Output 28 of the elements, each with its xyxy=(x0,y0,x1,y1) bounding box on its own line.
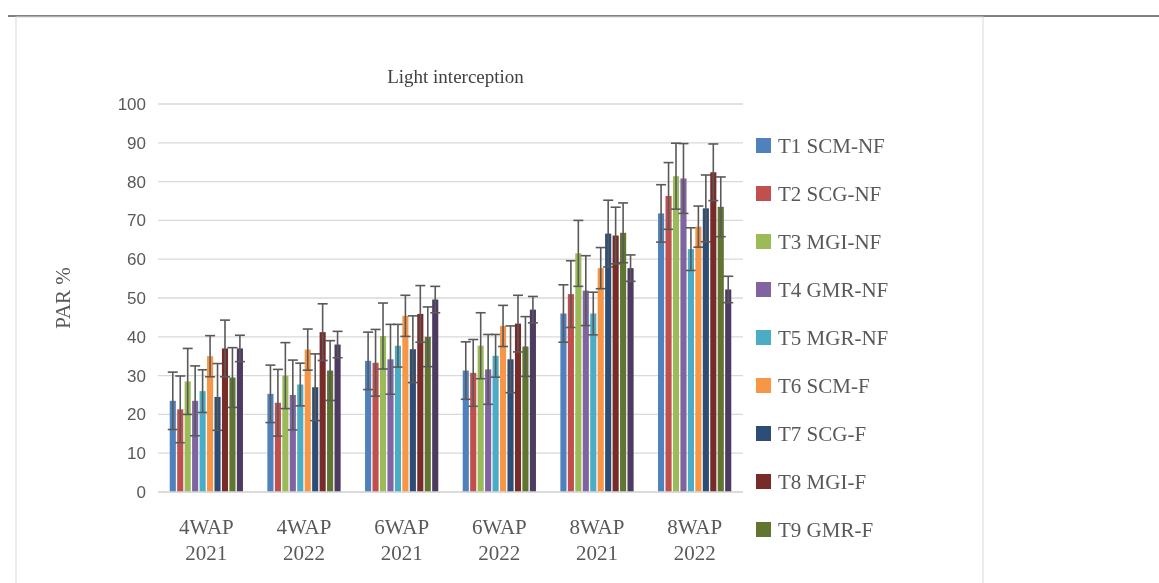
legend-label: T6 SCM-F xyxy=(778,374,870,399)
chart-title: Light interception xyxy=(387,66,525,87)
x-tick-label: 6WAP 2021 xyxy=(374,515,430,565)
y-tick-label: 40 xyxy=(127,327,146,347)
y-tick-label: 30 xyxy=(127,366,146,386)
y-axis-title: PAR % xyxy=(51,267,75,329)
y-tick-label: 90 xyxy=(127,133,146,153)
legend-label: T3 MGI-NF xyxy=(778,230,882,255)
x-tick-label: 4WAP 2021 xyxy=(178,515,234,565)
y-tick-label: 0 xyxy=(136,482,146,502)
y-tick-label: 70 xyxy=(127,211,146,231)
x-tick-label: 8WAP 2022 xyxy=(667,515,723,565)
legend-label: T4 GMR-NF xyxy=(778,278,889,303)
y-tick-label: 20 xyxy=(127,405,146,425)
y-tick-label: 50 xyxy=(127,288,146,308)
legend-label: T2 SCG-NF xyxy=(778,182,882,207)
legend-label: T5 MGR-NF xyxy=(778,326,889,351)
legend-label: T9 GMR-F xyxy=(778,518,874,543)
y-tick-label: 100 xyxy=(117,94,146,114)
x-tick-label: 8WAP 2021 xyxy=(569,515,625,565)
y-tick-label: 80 xyxy=(127,172,146,192)
legend-label: T7 SCG-F xyxy=(778,422,867,447)
y-tick-label: 60 xyxy=(127,250,146,270)
x-tick-label: 6WAP 2022 xyxy=(471,515,527,565)
y-tick-label: 10 xyxy=(127,444,146,464)
legend-label: T8 MGI-F xyxy=(778,470,867,495)
x-tick-label: 4WAP 2022 xyxy=(276,515,332,565)
legend-label: T1 SCM-NF xyxy=(778,134,885,159)
